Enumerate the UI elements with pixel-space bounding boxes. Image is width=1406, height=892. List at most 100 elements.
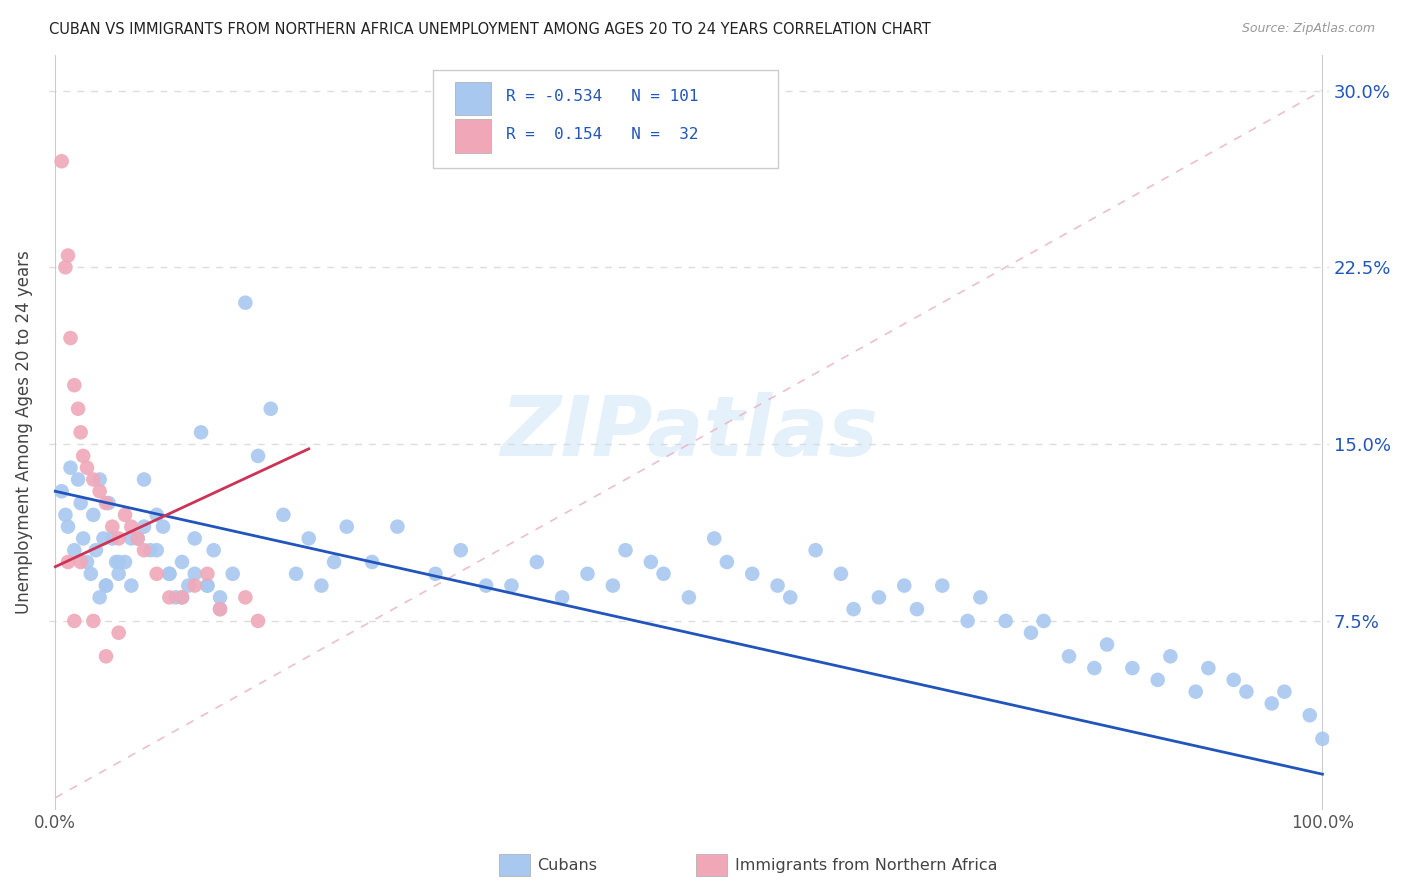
Point xyxy=(183,578,205,592)
Point xyxy=(72,449,94,463)
Point xyxy=(1057,649,1080,664)
Point xyxy=(94,649,117,664)
Point xyxy=(107,555,129,569)
Point xyxy=(76,460,98,475)
Point xyxy=(59,460,82,475)
Point xyxy=(1083,661,1105,675)
Point xyxy=(170,591,193,605)
Point xyxy=(273,508,295,522)
Point xyxy=(893,578,915,592)
Point xyxy=(145,543,167,558)
Point xyxy=(1197,661,1219,675)
Point xyxy=(202,543,225,558)
Point xyxy=(551,591,574,605)
Point xyxy=(652,566,675,581)
Y-axis label: Unemployment Among Ages 20 to 24 years: Unemployment Among Ages 20 to 24 years xyxy=(15,251,32,615)
Point xyxy=(323,555,346,569)
Point xyxy=(868,591,890,605)
Point xyxy=(82,614,104,628)
Point xyxy=(716,555,738,569)
Point xyxy=(576,566,599,581)
Point xyxy=(93,532,115,546)
Point xyxy=(247,449,270,463)
Point xyxy=(235,295,257,310)
Point xyxy=(969,591,991,605)
Point xyxy=(63,378,86,392)
Point xyxy=(501,578,523,592)
Point xyxy=(1312,731,1334,746)
Point xyxy=(285,566,308,581)
Point xyxy=(336,519,359,533)
Point xyxy=(222,566,245,581)
Point xyxy=(475,578,498,592)
Point xyxy=(170,555,193,569)
Text: R = -0.534   N = 101: R = -0.534 N = 101 xyxy=(506,89,699,104)
Text: Immigrants from Northern Africa: Immigrants from Northern Africa xyxy=(735,858,998,872)
Point xyxy=(1299,708,1322,723)
Point xyxy=(76,555,98,569)
FancyBboxPatch shape xyxy=(454,120,491,153)
Point xyxy=(56,519,79,533)
Point xyxy=(602,578,624,592)
Point xyxy=(82,508,104,522)
Point xyxy=(157,566,180,581)
FancyBboxPatch shape xyxy=(433,70,779,169)
Point xyxy=(640,555,662,569)
Point xyxy=(1095,638,1118,652)
FancyBboxPatch shape xyxy=(454,81,491,115)
Point xyxy=(1019,625,1042,640)
Point xyxy=(55,508,77,522)
Point xyxy=(165,591,187,605)
Point xyxy=(120,532,142,546)
Point xyxy=(84,543,107,558)
Point xyxy=(59,331,82,345)
Point xyxy=(132,473,155,487)
Point xyxy=(157,566,180,581)
Point xyxy=(678,591,700,605)
Point xyxy=(105,555,128,569)
Point xyxy=(132,543,155,558)
Point xyxy=(89,484,111,499)
Point xyxy=(120,578,142,592)
Point xyxy=(425,566,447,581)
Point xyxy=(120,519,142,533)
Point xyxy=(132,519,155,533)
Point xyxy=(145,566,167,581)
Point xyxy=(1222,673,1244,687)
Point xyxy=(766,578,789,592)
Point xyxy=(614,543,637,558)
Point xyxy=(905,602,928,616)
Point xyxy=(208,602,231,616)
Point xyxy=(842,602,865,616)
Point xyxy=(82,473,104,487)
Point xyxy=(127,532,149,546)
Point xyxy=(183,532,205,546)
Point xyxy=(157,591,180,605)
Point xyxy=(56,248,79,262)
Point xyxy=(247,614,270,628)
Point xyxy=(311,578,333,592)
Point xyxy=(450,543,472,558)
Point xyxy=(1032,614,1054,628)
Point xyxy=(63,543,86,558)
Point xyxy=(195,578,218,592)
Point xyxy=(67,473,90,487)
Point xyxy=(89,591,111,605)
Point xyxy=(51,154,73,169)
Point xyxy=(298,532,321,546)
Point xyxy=(260,401,283,416)
Point xyxy=(1234,684,1257,698)
Point xyxy=(1184,684,1206,698)
Point xyxy=(183,566,205,581)
Point xyxy=(107,566,129,581)
Point xyxy=(1121,661,1143,675)
Point xyxy=(1274,684,1296,698)
Point xyxy=(361,555,384,569)
Point xyxy=(190,425,212,440)
Point xyxy=(152,519,174,533)
Point xyxy=(804,543,827,558)
Point xyxy=(94,578,117,592)
Point xyxy=(779,591,801,605)
Point xyxy=(994,614,1017,628)
Point xyxy=(94,578,117,592)
